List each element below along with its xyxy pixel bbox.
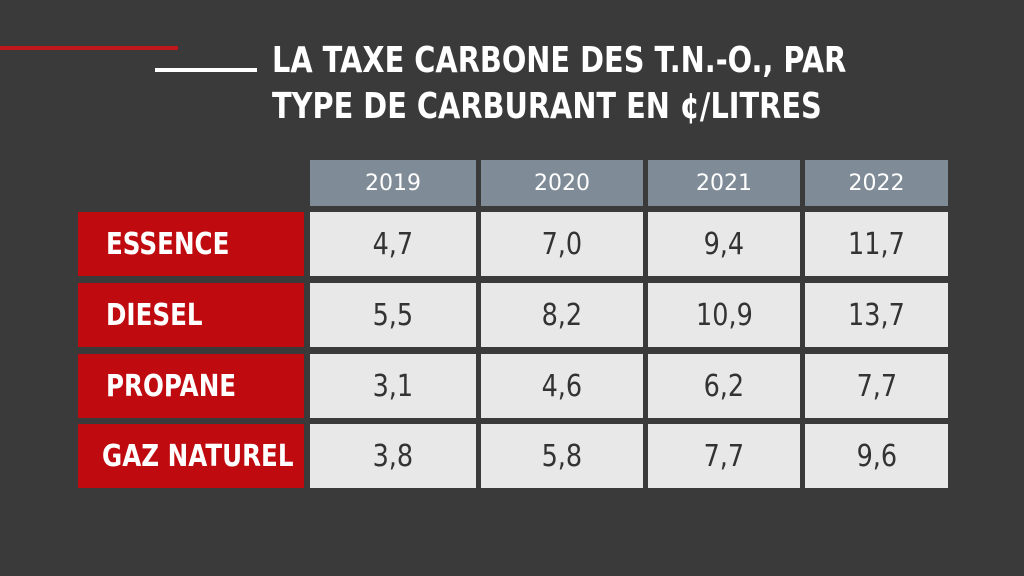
column-header-2021: 2021 — [648, 160, 800, 206]
cell-essence-2019: 4,7 — [310, 212, 476, 276]
row-label-gaz-naturel: GAZ NATUREL — [78, 424, 304, 488]
chart-title-line-1: LA TAXE CARBONE DES T.N.-O., PAR — [272, 40, 847, 81]
cell-propane-2020: 4,6 — [481, 354, 643, 418]
accent-line-white — [155, 68, 257, 72]
cell-propane-2021: 6,2 — [648, 354, 800, 418]
row-label-essence: ESSENCE — [78, 212, 304, 276]
column-header-2022: 2022 — [805, 160, 948, 206]
row-label-diesel: DIESEL — [78, 283, 304, 347]
cell-diesel-2021: 10,9 — [648, 283, 800, 347]
column-header-2019: 2019 — [310, 160, 476, 206]
cell-essence-2020: 7,0 — [481, 212, 643, 276]
cell-gaz-naturel-2021: 7,7 — [648, 424, 800, 488]
column-header-2020: 2020 — [481, 160, 643, 206]
row-label-propane: PROPANE — [78, 354, 304, 418]
cell-propane-2019: 3,1 — [310, 354, 476, 418]
chart-title-line-2: TYPE DE CARBURANT EN ¢/LITRES — [272, 86, 822, 127]
cell-essence-2022: 11,7 — [805, 212, 948, 276]
cell-diesel-2022: 13,7 — [805, 283, 948, 347]
accent-line-red — [0, 46, 178, 50]
cell-essence-2021: 9,4 — [648, 212, 800, 276]
cell-gaz-naturel-2019: 3,8 — [310, 424, 476, 488]
cell-diesel-2020: 8,2 — [481, 283, 643, 347]
chart-title: LA TAXE CARBONE DES T.N.-O., PAR TYPE DE… — [272, 38, 864, 130]
cell-propane-2022: 7,7 — [805, 354, 948, 418]
cell-gaz-naturel-2022: 9,6 — [805, 424, 948, 488]
cell-diesel-2019: 5,5 — [310, 283, 476, 347]
cell-gaz-naturel-2020: 5,8 — [481, 424, 643, 488]
